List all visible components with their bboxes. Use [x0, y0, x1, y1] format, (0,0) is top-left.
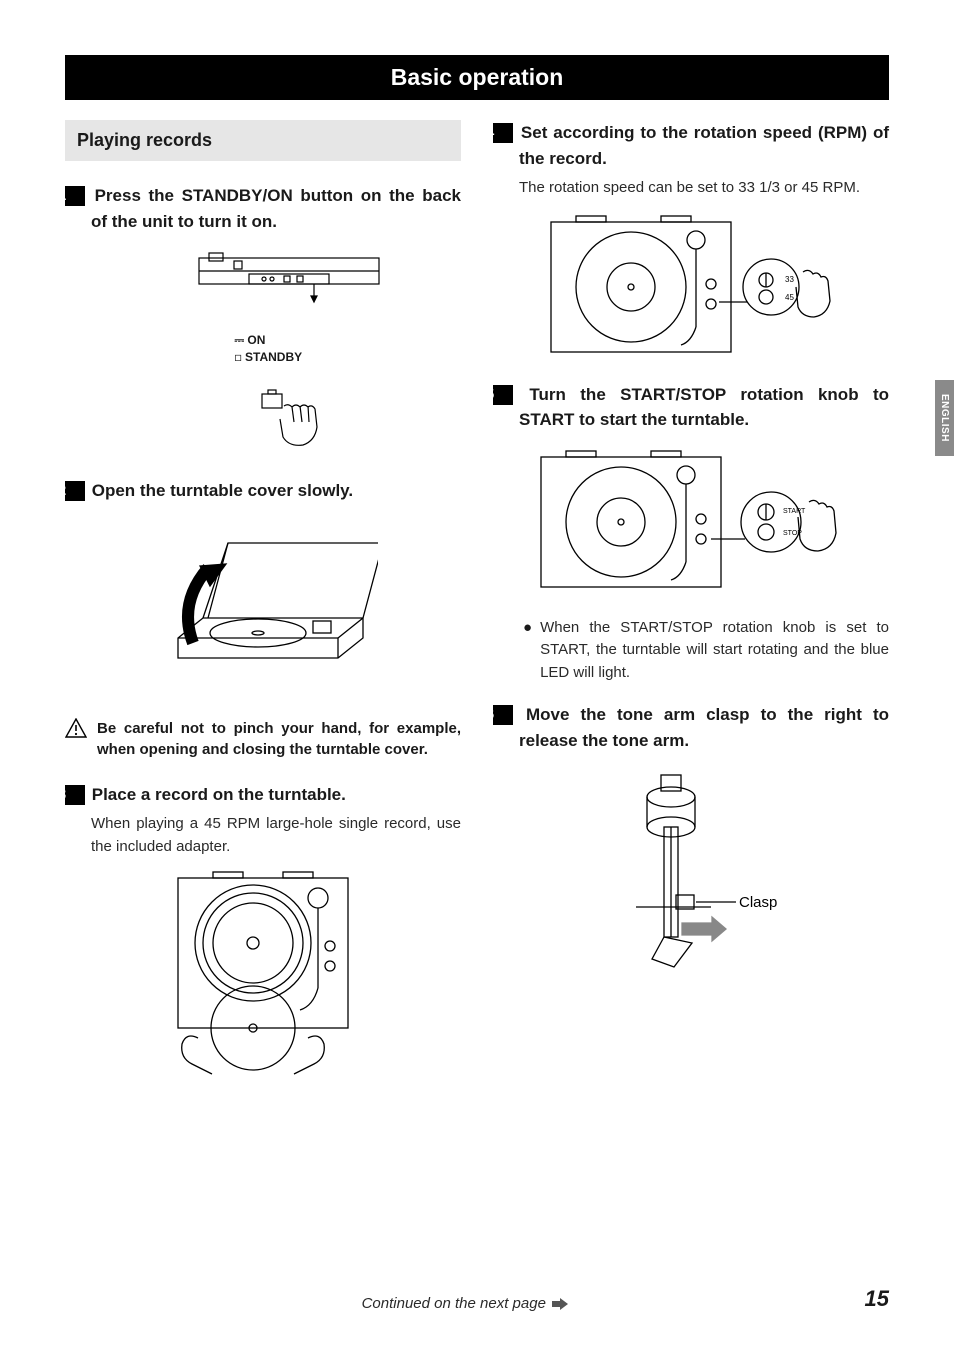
- bullet-text: When the START/STOP rotation knob is set…: [540, 617, 889, 685]
- step-4: 4 Set according to the rotation speed (R…: [493, 120, 889, 362]
- figure-open-cover: [65, 518, 461, 698]
- step-title-text: Set according to the rotation speed (RPM…: [519, 123, 889, 168]
- step-6: 6 Move the tone arm clasp to the right t…: [493, 702, 889, 977]
- step-title-text: Turn the START/STOP rotation knob to STA…: [519, 385, 889, 430]
- right-column: 4 Set according to the rotation speed (R…: [493, 120, 889, 1098]
- step-number-badge: 6: [493, 705, 513, 725]
- step-2: 2 Open the turntable cover slowly.: [65, 478, 461, 698]
- figure-tonearm-clasp: Clasp: [493, 767, 889, 977]
- step-number-badge: 2: [65, 481, 85, 501]
- standby-label: ◻ STANDBY: [260, 349, 317, 366]
- warning-icon: [65, 718, 87, 760]
- content-columns: Playing records 1 Press the STANDBY/ON b…: [65, 120, 889, 1098]
- step-title-text: Press the STANDBY/ON button on the back …: [91, 186, 461, 231]
- arrow-right-icon: [552, 1298, 568, 1310]
- continued-note: Continued on the next page: [362, 1295, 568, 1312]
- step-1: 1 Press the STANDBY/ON button on the bac…: [65, 183, 461, 458]
- step-number-badge: 1: [65, 186, 85, 206]
- step-number-badge: 4: [493, 123, 513, 143]
- svg-text:45: 45: [785, 293, 794, 302]
- step-body-text: The rotation speed can be set to 33 1/3 …: [493, 177, 889, 200]
- step-number-badge: 5: [493, 385, 513, 405]
- page-title-bar: Basic operation: [65, 55, 889, 100]
- step-5: 5 Turn the START/STOP rotation knob to S…: [493, 382, 889, 685]
- language-tab: ENGLISH: [935, 380, 954, 456]
- step-body-text: When playing a 45 RPM large-hole single …: [65, 813, 461, 858]
- page-footer: Continued on the next page 15: [65, 1286, 889, 1312]
- step-title-text: Move the tone arm clasp to the right to …: [519, 705, 889, 750]
- figure-place-record: [65, 868, 461, 1078]
- figure-rpm-select: 33 45: [493, 212, 889, 362]
- figure-hand-press: [117, 388, 461, 458]
- clasp-label: Clasp: [739, 894, 777, 911]
- step-title-text: Open the turntable cover slowly.: [92, 481, 353, 500]
- bullet-icon: ●: [519, 617, 532, 685]
- on-label: ⎓ ON: [260, 332, 317, 349]
- step-3: 3 Place a record on the turntable. When …: [65, 782, 461, 1079]
- left-column: Playing records 1 Press the STANDBY/ON b…: [65, 120, 461, 1098]
- svg-text:START: START: [783, 508, 806, 515]
- svg-text:33: 33: [785, 275, 794, 284]
- step-number-badge: 3: [65, 785, 85, 805]
- step-title-text: Place a record on the turntable.: [92, 785, 346, 804]
- caution-block: Be careful not to pinch your hand, for e…: [65, 718, 461, 760]
- figure-standby-unit: ⎓ ON ◻ STANDBY: [117, 248, 461, 368]
- step-bullet: ● When the START/STOP rotation knob is s…: [493, 617, 889, 685]
- page-number: 15: [865, 1286, 889, 1312]
- figure-start-stop: START STOP: [493, 447, 889, 597]
- caution-text: Be careful not to pinch your hand, for e…: [97, 718, 461, 760]
- section-heading: Playing records: [65, 120, 461, 161]
